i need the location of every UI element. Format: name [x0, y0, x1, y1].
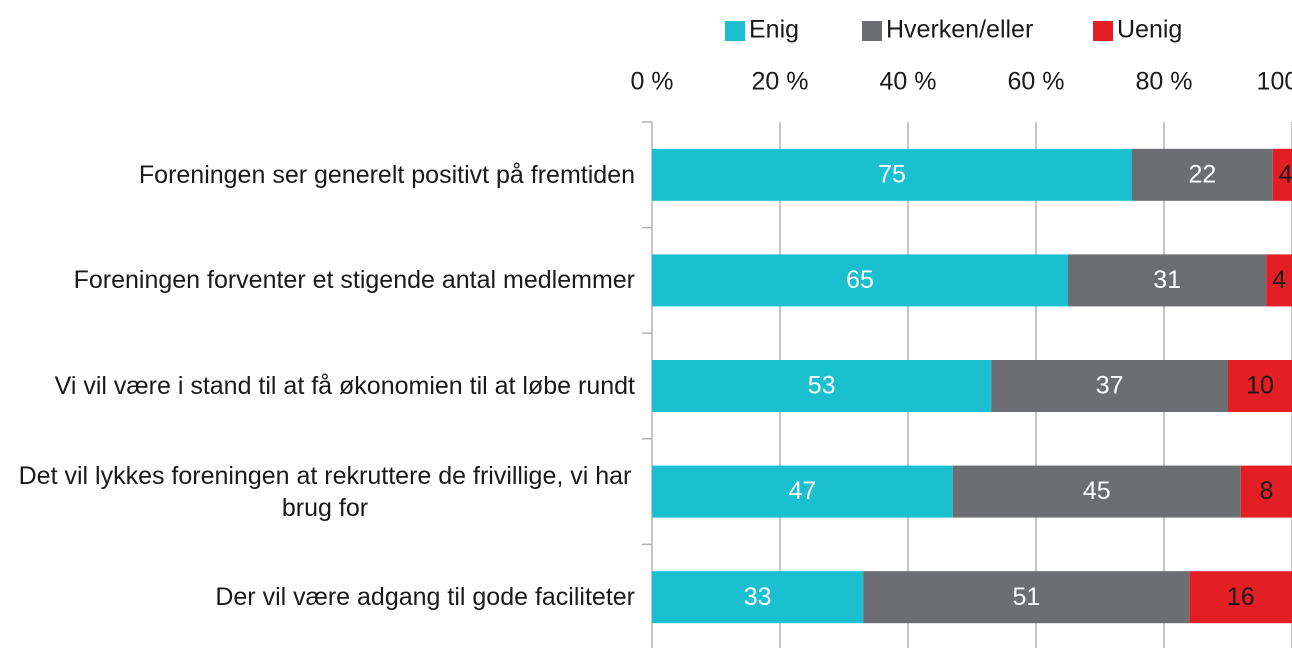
value-label: 51	[1012, 583, 1040, 611]
value-label: 37	[1096, 372, 1124, 400]
x-tick-label: 20 %	[752, 68, 809, 96]
bar-segment	[952, 465, 1241, 518]
x-tick-label: 40 %	[880, 68, 937, 96]
category-label: Foreningen ser generelt positivt på frem…	[138, 160, 635, 189]
bar-segment	[652, 571, 864, 624]
bar-segment	[652, 360, 992, 412]
bar-segment	[1068, 254, 1267, 307]
value-label: 47	[788, 477, 816, 505]
legend-swatch	[1093, 21, 1113, 41]
value-label: 33	[744, 583, 772, 611]
value-label: 75	[878, 160, 906, 188]
x-tick-label: 80 %	[1136, 68, 1193, 96]
x-tick-label: 0 %	[630, 68, 673, 96]
category-label: Foreningen forventer et stigende antal m…	[73, 266, 635, 295]
legend-swatch	[862, 21, 882, 41]
legend-swatch	[725, 21, 745, 41]
value-label: 53	[808, 372, 836, 400]
category-label: Der vil være adgang til gode faciliteter	[215, 583, 635, 612]
bar-segment	[652, 148, 1132, 201]
x-tick-label: 60 %	[1008, 68, 1065, 96]
value-label: 16	[1227, 583, 1255, 611]
value-label: 8	[1259, 477, 1273, 505]
bar-segment	[863, 571, 1190, 624]
value-label: 22	[1188, 160, 1216, 188]
bar-segment	[991, 360, 1228, 412]
value-label: 4	[1279, 160, 1292, 188]
category-label: Vi vil være i stand til at få økonomien …	[54, 372, 635, 400]
bar-segment	[652, 465, 953, 518]
bar-segment	[652, 254, 1068, 307]
value-label: 31	[1153, 266, 1181, 294]
category-label: Det vil lykkes foreningen at rekruttere …	[18, 461, 632, 522]
bar-segment	[1132, 148, 1273, 201]
bar-segment	[1228, 360, 1292, 412]
legend-label: Uenig	[1117, 16, 1182, 44]
bar-segment	[1266, 254, 1292, 307]
legend-label: Hverken/eller	[886, 16, 1033, 44]
value-label: 4	[1272, 266, 1286, 294]
bar-segment	[1240, 465, 1292, 518]
legend-label: Enig	[749, 16, 799, 44]
value-label: 65	[846, 266, 874, 294]
bar-segment	[1272, 148, 1292, 201]
value-label: 45	[1083, 477, 1111, 505]
value-label: 10	[1246, 372, 1274, 400]
x-tick-label: 100 %	[1257, 68, 1292, 96]
bar-segment	[1189, 571, 1292, 624]
